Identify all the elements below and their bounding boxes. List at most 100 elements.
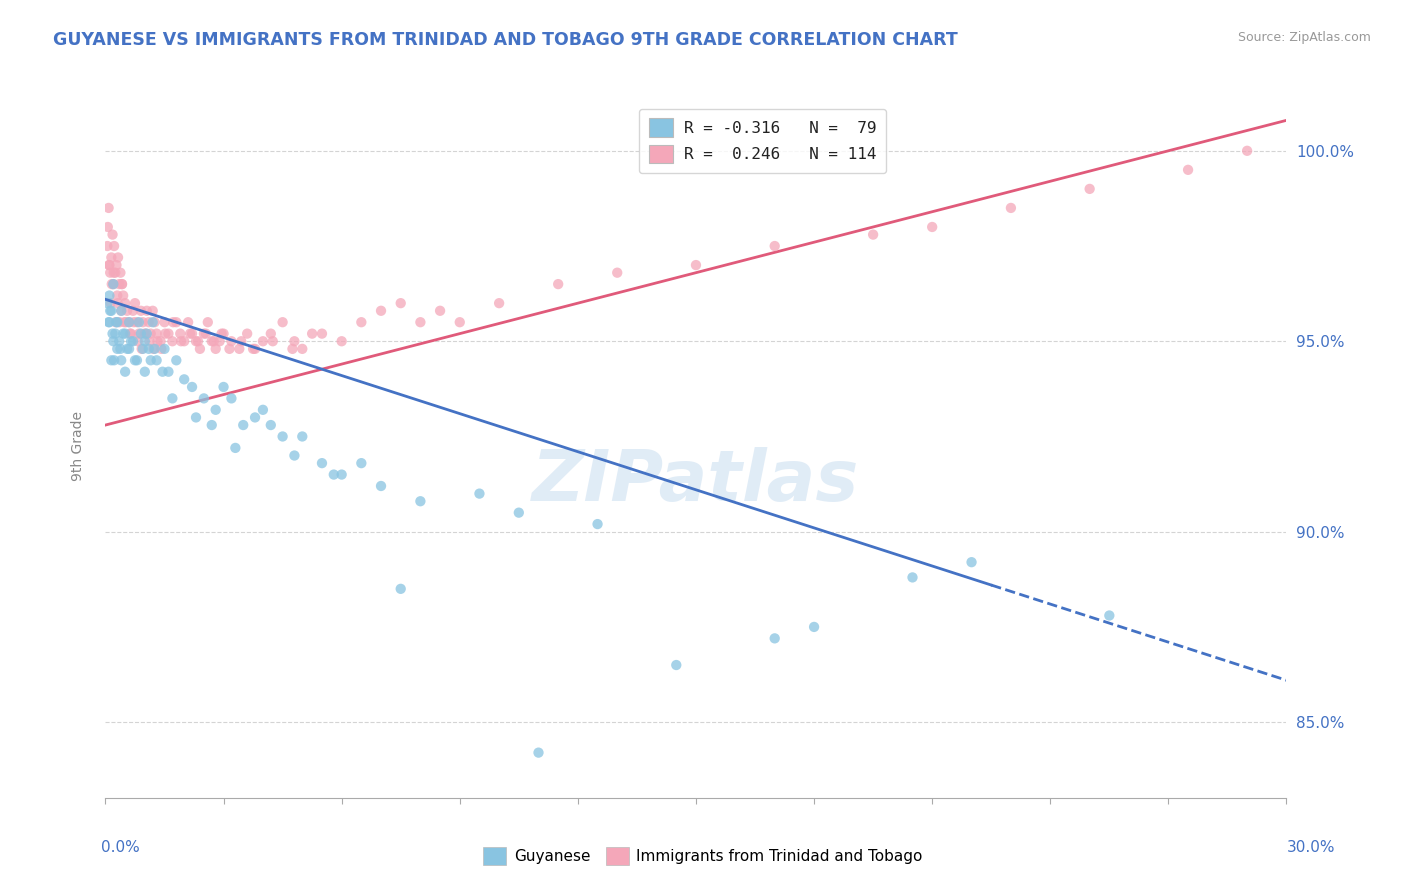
Point xyxy=(201,334,224,349)
Legend: Guyanese, Immigrants from Trinidad and Tobago: Guyanese, Immigrants from Trinidad and T… xyxy=(477,841,929,871)
Point xyxy=(157,365,180,379)
Point xyxy=(232,418,254,433)
Point xyxy=(98,258,121,272)
Point xyxy=(135,303,157,318)
Point xyxy=(110,342,132,356)
Point xyxy=(763,632,786,646)
Point xyxy=(283,334,305,349)
Point xyxy=(409,315,432,329)
Point xyxy=(173,372,195,386)
Point xyxy=(260,326,283,341)
Point xyxy=(143,342,166,356)
Point xyxy=(330,334,353,349)
Text: 0.0%: 0.0% xyxy=(101,840,141,855)
Point xyxy=(301,326,323,341)
Point xyxy=(114,296,136,310)
Point xyxy=(204,402,226,417)
Point xyxy=(104,326,127,341)
Point xyxy=(135,326,157,341)
Point xyxy=(142,342,165,356)
Point xyxy=(138,334,160,349)
Point xyxy=(236,326,259,341)
Point xyxy=(429,303,451,318)
Point xyxy=(125,315,148,329)
Point xyxy=(98,266,121,280)
Point xyxy=(170,334,193,349)
Point xyxy=(291,342,314,356)
Point xyxy=(114,365,136,379)
Point xyxy=(188,342,211,356)
Point xyxy=(118,315,141,329)
Point xyxy=(134,326,156,341)
Point xyxy=(218,342,240,356)
Point xyxy=(108,334,131,349)
Point xyxy=(311,326,333,341)
Y-axis label: 9th Grade: 9th Grade xyxy=(70,411,84,481)
Point xyxy=(112,315,135,329)
Point xyxy=(110,303,132,318)
Point xyxy=(118,315,141,329)
Point xyxy=(1177,162,1199,177)
Point xyxy=(96,239,118,253)
Point xyxy=(165,353,187,368)
Point xyxy=(115,342,138,356)
Point xyxy=(150,342,173,356)
Point xyxy=(125,353,148,368)
Point xyxy=(162,315,184,329)
Text: ZIPatlas: ZIPatlas xyxy=(533,447,859,516)
Point xyxy=(96,296,118,310)
Point xyxy=(124,353,146,368)
Point xyxy=(131,342,153,356)
Point xyxy=(146,334,169,349)
Point xyxy=(97,315,120,329)
Point xyxy=(202,334,225,349)
Point xyxy=(104,315,127,329)
Point xyxy=(120,334,142,349)
Point xyxy=(409,494,432,508)
Point xyxy=(184,410,207,425)
Point xyxy=(105,258,128,272)
Point xyxy=(129,303,152,318)
Point xyxy=(115,315,138,329)
Point xyxy=(606,266,628,280)
Point xyxy=(1000,201,1022,215)
Point xyxy=(173,334,195,349)
Point xyxy=(204,342,226,356)
Point xyxy=(224,441,246,455)
Point xyxy=(370,303,392,318)
Point xyxy=(262,334,284,349)
Point xyxy=(108,315,131,329)
Point xyxy=(111,277,134,292)
Point xyxy=(260,418,283,433)
Point xyxy=(187,334,209,349)
Text: 30.0%: 30.0% xyxy=(1288,840,1336,855)
Point xyxy=(212,326,235,341)
Point xyxy=(243,342,266,356)
Point xyxy=(162,334,184,349)
Point xyxy=(105,288,128,302)
Point xyxy=(101,227,124,242)
Point xyxy=(152,365,174,379)
Point xyxy=(98,315,121,329)
Point xyxy=(208,334,231,349)
Point xyxy=(252,402,274,417)
Text: GUYANESE VS IMMIGRANTS FROM TRINIDAD AND TOBAGO 9TH GRADE CORRELATION CHART: GUYANESE VS IMMIGRANTS FROM TRINIDAD AND… xyxy=(53,31,957,49)
Point xyxy=(157,326,180,341)
Point xyxy=(243,410,266,425)
Point xyxy=(104,266,127,280)
Point xyxy=(212,380,235,394)
Point xyxy=(132,315,155,329)
Point xyxy=(179,326,201,341)
Point xyxy=(231,334,253,349)
Point xyxy=(103,266,125,280)
Point xyxy=(139,326,162,341)
Point xyxy=(488,296,510,310)
Point xyxy=(181,326,204,341)
Point xyxy=(128,315,150,329)
Point xyxy=(98,288,121,302)
Point xyxy=(103,239,125,253)
Point xyxy=(468,486,491,500)
Point xyxy=(110,303,132,318)
Point xyxy=(105,342,128,356)
Point xyxy=(271,315,294,329)
